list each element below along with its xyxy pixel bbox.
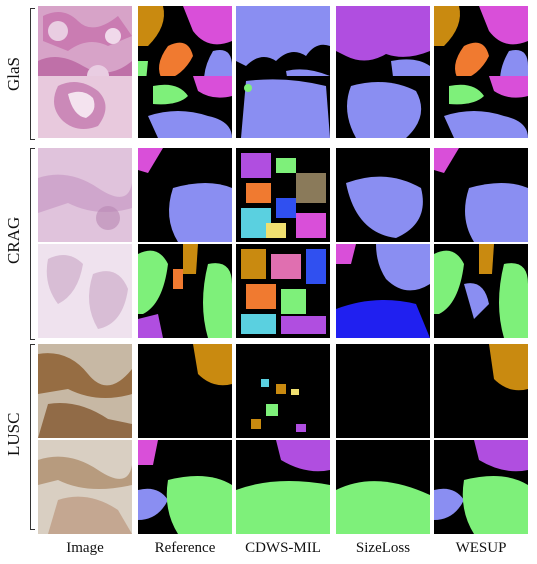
panel-crag2-cdws (236, 244, 330, 338)
panel-lusc1-wesup (434, 344, 528, 438)
panel-lusc1-reference (138, 344, 232, 438)
panel-crag1-wesup (434, 148, 528, 242)
panel-lusc1-sizeloss (336, 344, 430, 438)
panel-crag1-image (38, 148, 132, 242)
panel-crag2-image (38, 244, 132, 338)
panel-lusc1-image (38, 344, 132, 438)
panel-crag1-cdws (236, 148, 330, 242)
panel-lusc1-cdws (236, 344, 330, 438)
panel-crag1-reference (138, 148, 232, 242)
lusc-bracket (30, 344, 35, 530)
panel-glas2-cdws (236, 76, 330, 138)
panel-crag2-sizeloss (336, 244, 430, 338)
panel-lusc2-image (38, 440, 132, 534)
col-label-image: Image (66, 540, 104, 556)
panel-glas2-wesup (434, 76, 528, 138)
row-label-glas: GlaS (4, 57, 23, 91)
row-label-crag: CRAG (4, 216, 23, 264)
panel-lusc2-sizeloss (336, 440, 430, 534)
panel-lusc2-wesup (434, 440, 528, 534)
panel-glas2-sizeloss (336, 76, 430, 138)
panel-lusc2-reference (138, 440, 232, 534)
panel-glas2-reference (138, 76, 232, 138)
panel-crag1-sizeloss (336, 148, 430, 242)
col-label-reference: Reference (154, 540, 216, 556)
col-label-cdws-mil: CDWS-MIL (245, 540, 321, 556)
col-label-sizeloss: SizeLoss (355, 540, 411, 556)
panel-crag2-wesup (434, 244, 528, 338)
panel-crag2-reference (138, 244, 232, 338)
row-label-lusc: LUSC (4, 412, 23, 456)
panel-lusc2-cdws (236, 440, 330, 534)
col-label-wesup: WESUP (455, 540, 507, 556)
panel-glas2-image (38, 76, 132, 138)
crag-bracket (30, 148, 35, 340)
glas-bracket (30, 8, 35, 140)
